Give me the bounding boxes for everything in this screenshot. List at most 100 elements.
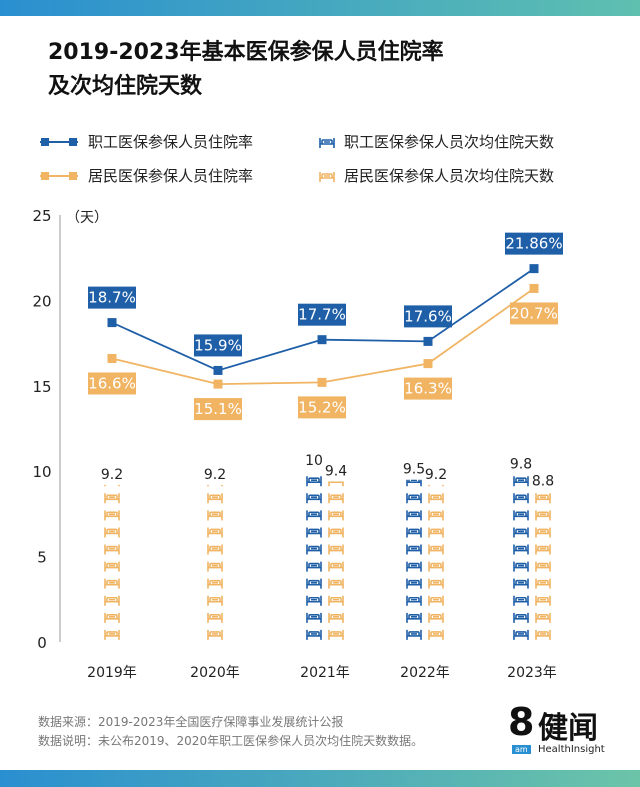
top-banner: [0, 0, 640, 16]
data-label: 18.7%: [88, 289, 136, 307]
y-tick-label: 25: [32, 207, 51, 225]
pictograph-bar: [513, 475, 529, 641]
bed-icon: [328, 492, 344, 505]
bed-icon: [406, 612, 422, 624]
pictograph-bar: [328, 481, 344, 641]
bed-icon: [306, 560, 322, 573]
bed-icon: [428, 594, 444, 607]
bed-icon: [428, 612, 444, 624]
bed-icon: [406, 560, 422, 573]
bed-icon: [104, 560, 120, 573]
logo-mark: 8: [508, 700, 535, 744]
y-axis-unit: （天）: [66, 210, 108, 226]
data-label: 15.2%: [298, 398, 346, 416]
data-label: 17.7%: [298, 306, 346, 324]
data-label: 17.6%: [404, 307, 452, 325]
y-tick-label: 15: [32, 378, 51, 396]
bed-icon: [428, 509, 444, 522]
bar-value-label: 9.4: [325, 463, 347, 479]
data-label-box: [298, 303, 346, 326]
bed-icon: [328, 543, 344, 556]
bed-icon: [513, 629, 529, 641]
data-source: 数据来源：2019-2023年全国医疗保障事业发展统计公报: [38, 715, 344, 729]
bed-icon: [207, 629, 223, 641]
bed-icon: [306, 543, 322, 556]
data-label-box: [194, 398, 242, 421]
legend-label: 职工医保参保人员次均住院天数: [344, 133, 555, 151]
pictograph-bar: [535, 492, 551, 641]
bed-icon: [306, 594, 322, 607]
title-line-2: 及次均住院天数: [48, 74, 203, 99]
bar-value-label: 8.8: [532, 474, 554, 490]
y-tick-label: 20: [32, 292, 51, 310]
bed-icon: [306, 577, 322, 590]
bed-icon: [104, 509, 120, 522]
bed-icon: [207, 577, 223, 590]
x-tick-label: 2023年: [507, 665, 557, 681]
data-label: 15.1%: [194, 400, 242, 418]
bed-icon: [207, 492, 223, 505]
bed-icon: [535, 509, 551, 522]
legend-label: 职工医保参保人员住院率: [88, 133, 254, 151]
y-tick-label: 0: [37, 634, 47, 652]
bed-icon: [207, 509, 223, 522]
bar-value-label: 9.2: [101, 467, 123, 483]
pictograph-bar: [306, 475, 322, 641]
bed-icon: [104, 612, 120, 624]
bed-icon: [406, 492, 422, 505]
data-note: 数据说明：未公布2019、2020年职工医保参保人员次均住院天数数据。: [38, 734, 424, 748]
bed-icon: [406, 577, 422, 590]
bed-icon: [328, 526, 344, 539]
x-tick-label: 2020年: [190, 665, 240, 681]
bed-icon: [535, 526, 551, 539]
line-point: [529, 264, 539, 274]
y-tick-label: 10: [32, 463, 51, 481]
bed-icon: [428, 492, 444, 505]
bed-icon: [104, 543, 120, 556]
bar-value-label: 10: [305, 453, 323, 469]
data-label-box: [510, 302, 558, 325]
x-tick-label: 2019年: [87, 665, 137, 681]
line-point: [107, 353, 117, 363]
y-tick-label: 5: [37, 549, 47, 567]
bed-icon: [535, 543, 551, 556]
bed-icon: [207, 543, 223, 556]
bed-icon: [104, 577, 120, 590]
bed-icon: [535, 594, 551, 607]
legend-item-employee-days: 职工医保参保人员次均住院天数: [318, 131, 554, 152]
data-label-box: [298, 396, 346, 419]
pictograph-bar: [428, 484, 444, 641]
title-line-1: 2019-2023年基本医保参保人员住院率: [48, 40, 444, 65]
line-point: [213, 365, 223, 375]
pictograph-bar: [207, 484, 223, 641]
bar-value-label: 9.2: [204, 467, 226, 483]
bed-icon: [306, 612, 322, 624]
bed-icon: [428, 526, 444, 539]
bed-icon: [328, 594, 344, 607]
bed-icon: [406, 509, 422, 522]
bed-icon: [104, 492, 120, 505]
bed-icon: [428, 543, 444, 556]
bed-icon: [104, 594, 120, 607]
bed-icon: [207, 612, 223, 624]
legend-item-resident-days: 居民医保参保人员次均住院天数: [318, 165, 554, 186]
data-label: 20.7%: [510, 304, 558, 322]
bed-icon: [306, 509, 322, 522]
bed-icon: [104, 526, 120, 539]
bottom-banner: [0, 770, 640, 787]
bed-icon: [513, 526, 529, 539]
bed-icon: [207, 526, 223, 539]
data-label-box: [194, 334, 242, 357]
bed-icon: [328, 629, 344, 641]
bed-icon: [428, 560, 444, 573]
bed-icon: [513, 509, 529, 522]
data-label-box: [505, 232, 563, 255]
bed-icon: [513, 560, 529, 573]
bed-icon: [535, 629, 551, 641]
logo-name: 健闻: [538, 711, 598, 746]
line-point: [423, 359, 433, 369]
legend-item-resident-rate: 居民医保参保人员住院率: [38, 165, 253, 186]
chart-title: 2019-2023年基本医保参保人员住院率 及次均住院天数: [48, 36, 444, 104]
bed-icon: [406, 594, 422, 607]
